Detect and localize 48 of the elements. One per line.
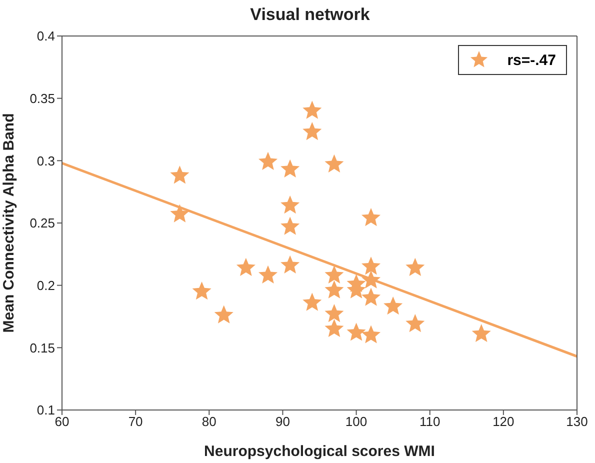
x-tick-label: 100	[345, 414, 368, 430]
point	[346, 322, 366, 341]
point	[302, 292, 322, 311]
point	[236, 258, 256, 276]
y-tick-label: 0.3	[36, 153, 55, 168]
y-tick-label: 0.15	[30, 340, 55, 356]
point	[384, 296, 403, 315]
x-tick-label: 60	[54, 414, 70, 430]
point	[406, 258, 425, 276]
x-tick-label: 80	[202, 414, 216, 430]
y-tick-label: 0.1	[36, 402, 55, 418]
y-tick-label: 0.25	[30, 216, 55, 231]
point	[258, 265, 278, 284]
y-axis-title: Mean Connectivity Alpha Band	[0, 113, 18, 333]
point	[406, 314, 425, 332]
x-tick-label: 120	[492, 414, 514, 430]
point	[324, 304, 344, 322]
x-tick-label: 110	[419, 414, 440, 430]
x-tick-label: 90	[275, 414, 290, 430]
point	[192, 282, 212, 300]
point	[361, 208, 381, 226]
y-tick-label: 0.2	[36, 278, 55, 293]
x-axis-title: Neuropsychological scores WMI	[204, 443, 435, 460]
point	[170, 204, 190, 222]
point	[324, 318, 344, 338]
y-tick-label: 0.4	[36, 28, 55, 44]
point	[280, 255, 300, 274]
point	[361, 256, 381, 275]
x-tick-label: 70	[128, 414, 143, 430]
legend-label: rs=-.47	[507, 52, 556, 68]
point	[280, 196, 300, 214]
point	[361, 288, 381, 306]
point	[280, 159, 300, 178]
point	[170, 166, 190, 184]
point	[280, 216, 300, 235]
point	[324, 154, 344, 172]
point	[324, 265, 344, 284]
point	[324, 280, 344, 298]
x-tick-label: 130	[566, 414, 588, 430]
chart-title: Visual network	[250, 5, 370, 24]
point	[214, 305, 234, 324]
point	[302, 122, 322, 140]
y-tick-label: 0.35	[30, 90, 55, 106]
point	[361, 325, 381, 344]
point	[258, 152, 278, 170]
point	[361, 270, 381, 288]
point	[472, 324, 491, 342]
point	[302, 100, 322, 119]
